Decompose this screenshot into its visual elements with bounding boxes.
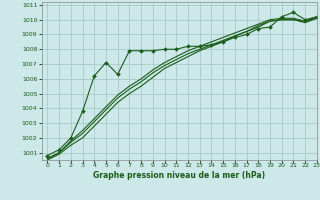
- X-axis label: Graphe pression niveau de la mer (hPa): Graphe pression niveau de la mer (hPa): [93, 171, 265, 180]
